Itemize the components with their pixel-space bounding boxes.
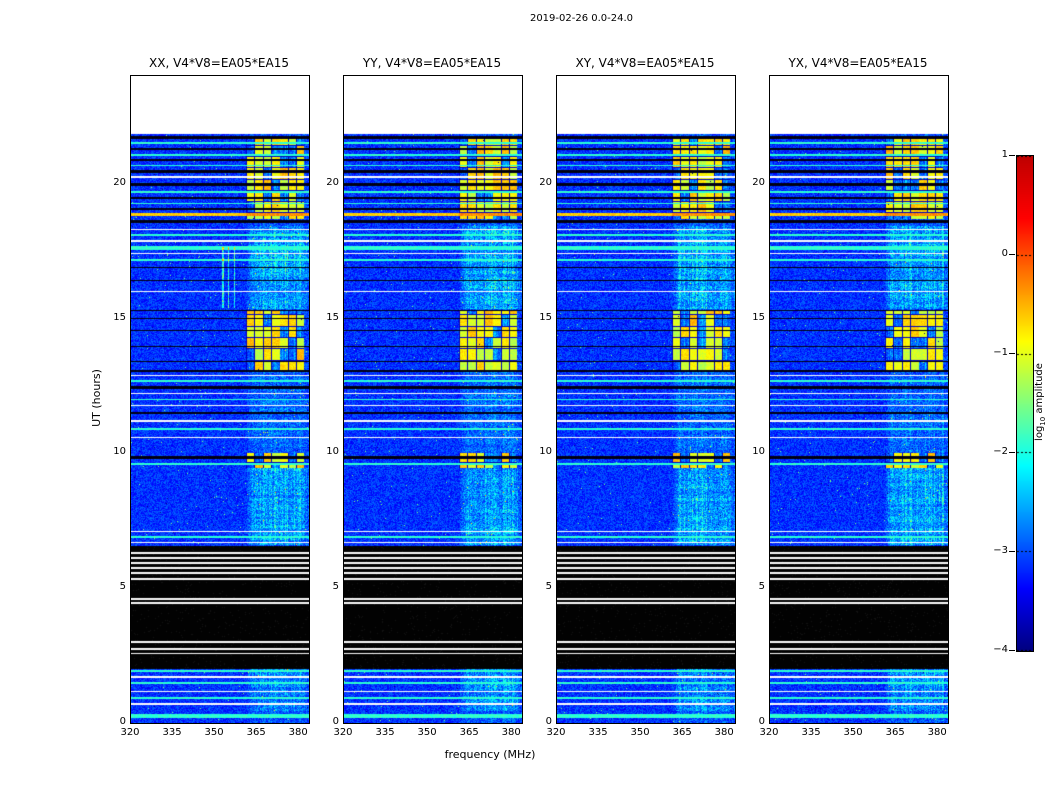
spectrogram-canvas-xy — [557, 76, 735, 723]
y-tick-label: 0 — [545, 716, 552, 727]
colorbar-tick-label: −2 — [993, 446, 1008, 457]
y-tick-label: 5 — [332, 581, 339, 593]
x-tick-label: 350 — [204, 727, 224, 738]
colorbar-tick-mark — [1009, 551, 1015, 552]
colorbar-label: log10 amplitude — [1034, 322, 1048, 482]
x-tick-label: 320 — [120, 727, 140, 738]
colorbar — [1016, 155, 1034, 652]
x-tick-label: 380 — [927, 727, 947, 738]
panel-title-xx: XX, V4*V8=EA05*EA15 — [149, 56, 289, 70]
x-tick-label: 380 — [501, 727, 521, 738]
y-tick-label: 20 — [326, 176, 339, 188]
x-tick-label: 365 — [672, 727, 692, 738]
y-tick-label: 15 — [326, 311, 339, 323]
colorbar-tick-mark — [1009, 254, 1015, 255]
x-axis-label: frequency (MHz) — [444, 748, 536, 761]
panel-title-yx: YX, V4*V8=EA05*EA15 — [788, 56, 928, 70]
figure-title: 2019-02-26 0.0-24.0 — [529, 13, 634, 24]
x-tick-label: 335 — [801, 727, 821, 738]
spectrogram-panel-xy — [556, 75, 736, 724]
y-tick-label: 10 — [539, 446, 552, 458]
x-tick-label: 335 — [588, 727, 608, 738]
colorbar-tick-label: −1 — [993, 347, 1008, 358]
spectrogram-panel-yx — [769, 75, 949, 724]
x-tick-label: 365 — [459, 727, 479, 738]
y-tick-label: 5 — [545, 581, 552, 593]
colorbar-label-prefix: log — [1034, 425, 1045, 441]
y-tick-label: 15 — [752, 311, 765, 323]
y-tick-label: 20 — [539, 176, 552, 188]
colorbar-label-sub: 10 — [1039, 416, 1047, 426]
x-tick-label: 380 — [714, 727, 734, 738]
y-tick-label: 10 — [752, 446, 765, 458]
x-tick-label: 320 — [546, 727, 566, 738]
spectrogram-canvas-yy — [344, 76, 522, 723]
y-tick-label: 0 — [119, 716, 126, 727]
x-tick-label: 380 — [288, 727, 308, 738]
x-tick-label: 350 — [630, 727, 650, 738]
x-tick-label: 320 — [759, 727, 779, 738]
x-tick-label: 350 — [843, 727, 863, 738]
spectrogram-panel-yy — [343, 75, 523, 724]
colorbar-tick-label: −3 — [993, 545, 1008, 556]
spectrogram-panel-xx — [130, 75, 310, 724]
y-tick-label: 0 — [332, 716, 339, 727]
x-tick-label: 365 — [885, 727, 905, 738]
panel-title-xy: XY, V4*V8=EA05*EA15 — [575, 56, 715, 70]
y-tick-label: 5 — [119, 581, 126, 593]
spectrogram-canvas-yx — [770, 76, 948, 723]
y-tick-label: 10 — [326, 446, 339, 458]
y-tick-label: 15 — [113, 311, 126, 323]
x-tick-label: 365 — [246, 727, 266, 738]
colorbar-gradient — [1017, 156, 1033, 651]
panel-title-yy: YY, V4*V8=EA05*EA15 — [362, 56, 502, 70]
colorbar-label-suffix: amplitude — [1034, 363, 1045, 417]
spectrogram-canvas-xx — [131, 76, 309, 723]
colorbar-tick-mark — [1009, 650, 1015, 651]
colorbar-tick-mark — [1009, 155, 1015, 156]
colorbar-tick-label: −4 — [993, 644, 1008, 655]
y-tick-label: 20 — [113, 176, 126, 188]
x-tick-label: 335 — [162, 727, 182, 738]
y-tick-label: 5 — [758, 581, 765, 593]
y-tick-label: 10 — [113, 446, 126, 458]
colorbar-tick-mark — [1009, 353, 1015, 354]
x-tick-label: 335 — [375, 727, 395, 738]
x-tick-label: 320 — [333, 727, 353, 738]
x-tick-label: 350 — [417, 727, 437, 738]
y-tick-label: 15 — [539, 311, 552, 323]
colorbar-tick-label: 0 — [1001, 248, 1008, 259]
y-tick-label: 20 — [752, 176, 765, 188]
colorbar-tick-mark — [1009, 452, 1015, 453]
colorbar-tick-label: 1 — [1001, 149, 1008, 160]
y-tick-label: 0 — [758, 716, 765, 727]
